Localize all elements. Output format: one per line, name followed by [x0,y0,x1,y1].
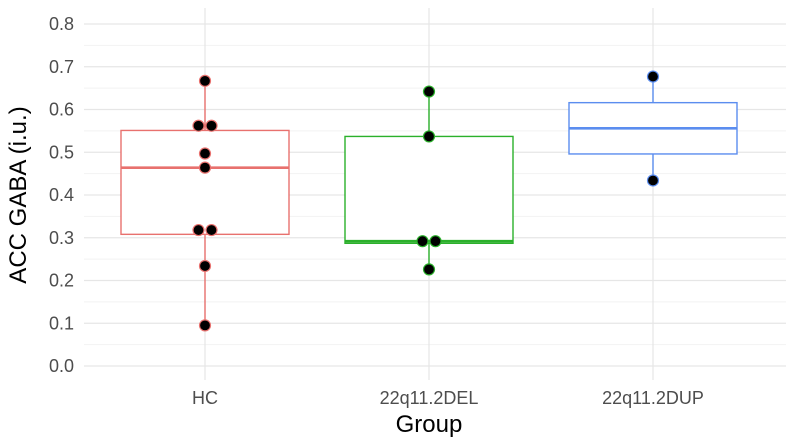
data-point [198,161,212,174]
y-tick-label: 0.2 [49,271,74,291]
data-point [198,74,212,87]
box-HC [120,80,290,326]
data-point [205,223,218,237]
data-point [422,263,436,276]
data-point [646,70,660,83]
box-22q11.2DUP [568,76,738,181]
y-tick-label: 0.8 [49,14,74,34]
data-points [192,70,660,332]
data-point [422,130,436,143]
y-tick-label: 0.0 [49,356,74,376]
x-axis-title: Group [396,411,463,438]
x-tick-label: 22q11.2DUP [602,388,704,408]
x-tick-label: HC [192,388,218,408]
y-tick-label: 0.4 [49,185,74,205]
y-tick-label: 0.5 [49,142,74,162]
y-tick-label: 0.7 [49,57,74,77]
y-tick-label: 0.3 [49,228,74,248]
box-22q11.2DEL [344,91,514,270]
y-axis-title: ACC GABA (i.u.) [5,106,32,283]
y-tick-label: 0.1 [49,313,74,333]
data-point [198,147,212,160]
tick-labels: 0.0 0.1 0.2 0.3 0.4 0.5 0.6 0.7 0.8 HC 22q11.2DEL 2… [49,14,704,408]
data-point [192,223,205,237]
data-point [416,235,429,248]
iqr-box [344,135,514,245]
data-point [646,174,660,187]
x-tick-label: 22q11.2DEL [380,388,479,408]
iqr-box [120,129,290,236]
data-point [198,259,212,273]
data-point [429,235,442,248]
data-point [192,119,205,132]
data-point [205,119,218,132]
y-tick-label: 0.6 [49,100,74,120]
data-point [422,85,436,98]
data-point [198,319,212,332]
